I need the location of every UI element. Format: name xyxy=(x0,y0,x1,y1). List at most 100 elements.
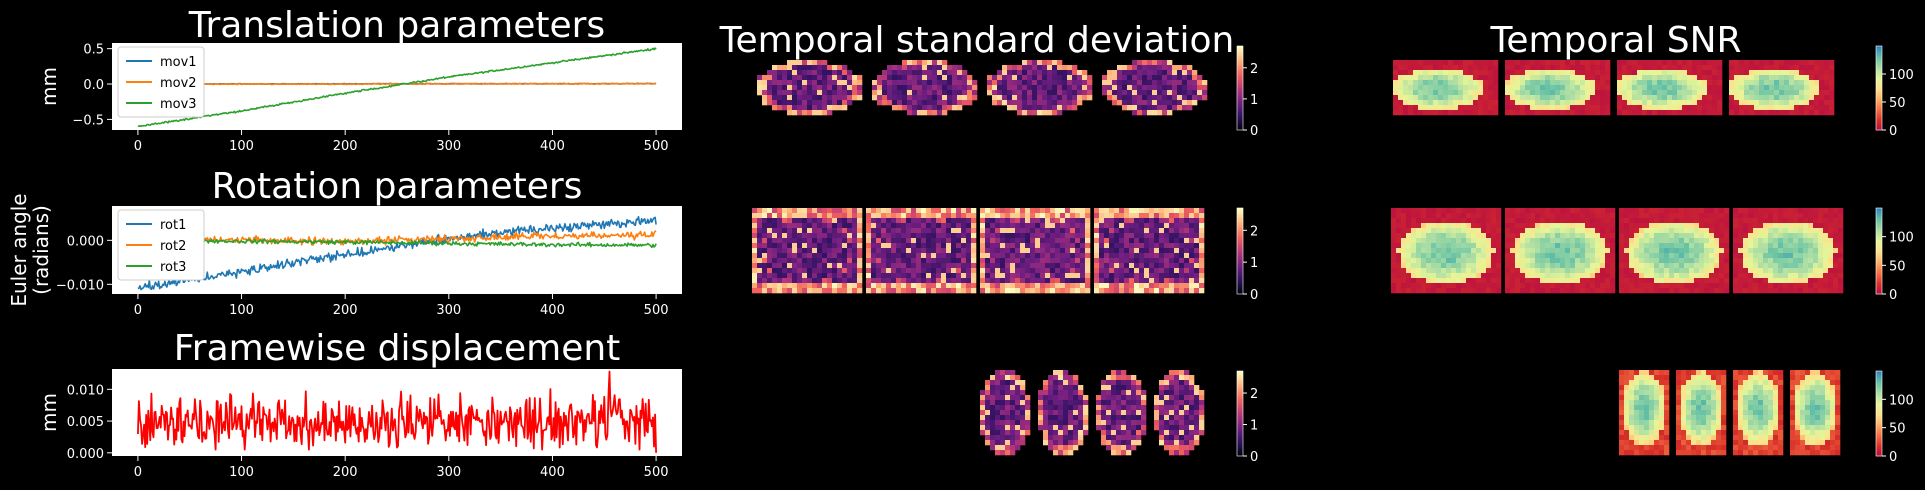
voxel xyxy=(1565,233,1571,239)
voxel xyxy=(907,100,913,106)
voxel xyxy=(837,80,843,86)
voxel xyxy=(1672,95,1678,101)
voxel xyxy=(757,283,763,289)
voxel xyxy=(886,243,892,249)
voxel xyxy=(990,400,996,406)
voxel xyxy=(1779,65,1785,71)
voxel xyxy=(866,258,872,264)
voxel xyxy=(1664,228,1670,234)
voxel xyxy=(1575,90,1581,96)
voxel xyxy=(1184,415,1190,421)
voxel xyxy=(1000,390,1006,396)
voxel xyxy=(1063,400,1069,406)
voxel xyxy=(1709,248,1715,254)
voxel xyxy=(1491,253,1497,259)
voxel xyxy=(956,283,962,289)
voxel xyxy=(995,380,1001,386)
voxel xyxy=(782,233,788,239)
voxel xyxy=(1136,415,1142,421)
voxel xyxy=(1099,223,1105,229)
voxel xyxy=(1520,80,1526,86)
voxel xyxy=(1398,90,1404,96)
voxel xyxy=(1610,218,1616,224)
voxel xyxy=(1406,243,1412,249)
voxel xyxy=(1664,208,1670,214)
voxel xyxy=(1525,238,1531,244)
voxel xyxy=(777,278,783,284)
voxel xyxy=(797,80,803,86)
voxel xyxy=(990,278,996,284)
voxel xyxy=(1104,208,1110,214)
voxel xyxy=(1702,110,1708,116)
colorbar-segment xyxy=(1237,272,1243,276)
voxel xyxy=(1002,65,1008,71)
voxel xyxy=(1189,258,1195,264)
voxel xyxy=(1199,400,1205,406)
voxel xyxy=(812,288,818,294)
voxel xyxy=(1057,65,1063,71)
voxel xyxy=(1142,65,1148,71)
voxel xyxy=(1194,248,1200,254)
voxel xyxy=(1083,415,1089,421)
voxel xyxy=(1411,278,1417,284)
voxel xyxy=(1194,238,1200,244)
voxel xyxy=(1040,208,1046,214)
voxel xyxy=(1659,243,1665,249)
voxel xyxy=(1189,238,1195,244)
voxel xyxy=(812,105,818,111)
voxel xyxy=(1199,395,1205,401)
voxel xyxy=(817,100,823,106)
voxel xyxy=(962,80,968,86)
voxel xyxy=(896,243,902,249)
voxel xyxy=(1555,238,1561,244)
voxel xyxy=(1408,65,1414,71)
voxel xyxy=(980,208,986,214)
voxel xyxy=(1010,258,1016,264)
voxel xyxy=(827,288,833,294)
voxel xyxy=(876,238,882,244)
voxel xyxy=(1590,228,1596,234)
voxel xyxy=(1642,70,1648,76)
voxel xyxy=(1134,228,1140,234)
voxel xyxy=(787,253,793,259)
voxel xyxy=(857,278,863,284)
voxel xyxy=(1052,95,1058,101)
voxel xyxy=(1486,288,1492,294)
voxel xyxy=(1627,110,1633,116)
voxel xyxy=(1179,395,1185,401)
voxel xyxy=(1530,80,1536,86)
voxel xyxy=(1515,283,1521,289)
voxel xyxy=(1493,110,1499,116)
voxel xyxy=(1055,223,1061,229)
voxel xyxy=(1774,95,1780,101)
voxel xyxy=(1446,213,1452,219)
voxel xyxy=(1077,70,1083,76)
voxel xyxy=(1087,75,1093,81)
voxel xyxy=(992,100,998,106)
voxel xyxy=(1007,85,1013,91)
voxel xyxy=(772,233,778,239)
voxel xyxy=(1654,243,1660,249)
y-tick-label: 0.000 xyxy=(67,234,104,249)
voxel xyxy=(1461,223,1467,229)
voxel xyxy=(847,218,853,224)
voxel xyxy=(1824,60,1830,66)
voxel xyxy=(1789,60,1795,66)
voxel xyxy=(871,243,877,249)
voxel xyxy=(1131,395,1137,401)
voxel xyxy=(822,85,828,91)
voxel xyxy=(1060,288,1066,294)
voxel xyxy=(1053,445,1059,451)
voxel xyxy=(857,248,863,254)
voxel xyxy=(1600,60,1606,66)
voxel xyxy=(1694,233,1700,239)
voxel xyxy=(1199,288,1205,294)
voxel xyxy=(782,258,788,264)
voxel xyxy=(1053,410,1059,416)
voxel xyxy=(1136,400,1142,406)
voxel xyxy=(1157,105,1163,111)
brain-slice xyxy=(1619,208,1730,294)
voxel xyxy=(1525,273,1531,279)
voxel xyxy=(1642,85,1648,91)
